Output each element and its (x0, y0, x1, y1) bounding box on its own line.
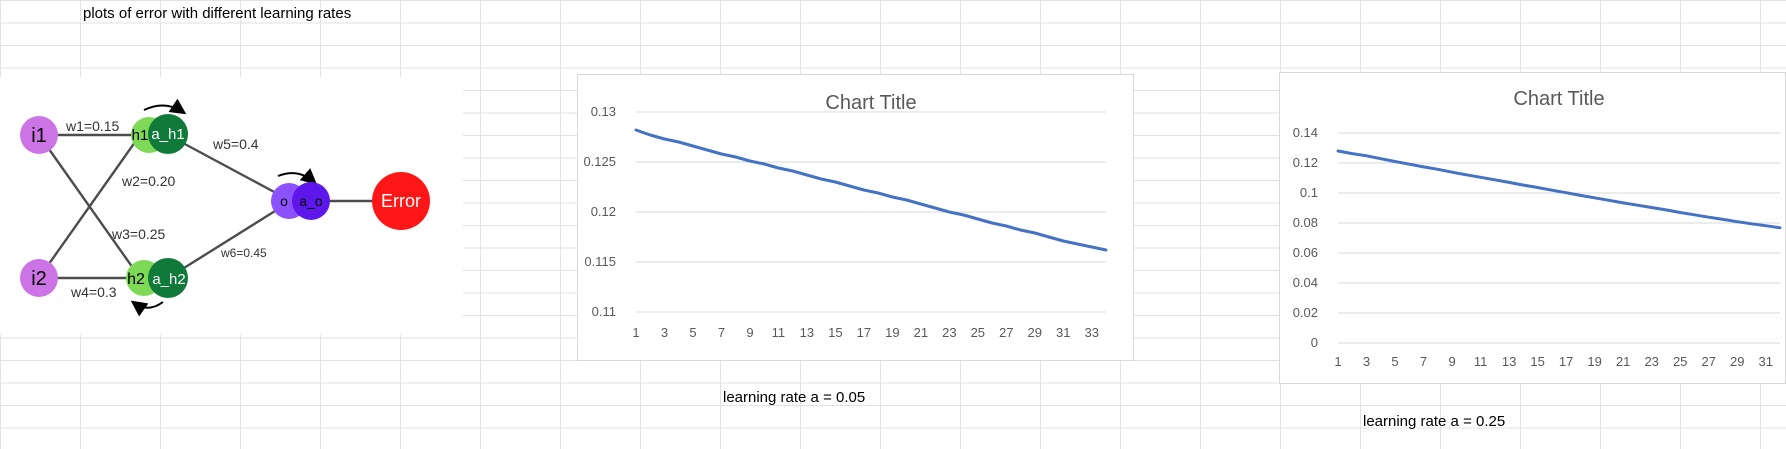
chart-1-title: Chart Title (825, 92, 916, 114)
weight-w1: w1=0.15 (65, 118, 120, 134)
chart-1-x-tick-label: 25 (971, 325, 985, 340)
chart-2-x-tick-label: 21 (1616, 354, 1630, 369)
chart-2-x-tick-label: 23 (1644, 354, 1658, 369)
label-a-h2: a_h2 (152, 271, 185, 288)
chart-2-x-tick-label: 15 (1530, 354, 1544, 369)
chart-2-series-line (1336, 149, 1782, 230)
chart-2-x-tick-label: 9 (1448, 354, 1455, 369)
chart-1-x-tick-label: 15 (828, 325, 842, 340)
chart-1-x-tick-label: 5 (689, 325, 696, 340)
chart-1-x-tick-label: 31 (1056, 325, 1070, 340)
chart-2-x-tick-label: 11 (1474, 354, 1488, 369)
weight-w3: w3=0.25 (111, 226, 166, 242)
chart-2-y-tick-label: 0.12 (1293, 155, 1318, 170)
chart-1-x-tick-label: 17 (857, 325, 871, 340)
h1-loop-arrow-icon (143, 98, 187, 115)
chart-2-y-tick-label: 0.08 (1293, 215, 1318, 230)
caption-learning-rate-005: learning rate a = 0.05 (723, 389, 866, 406)
edge-h2-o (167, 199, 292, 280)
chart-2-x-tick-label: 7 (1420, 354, 1427, 369)
label-o: o (280, 193, 288, 209)
chart-1-x-tick-label: 33 (1085, 325, 1099, 340)
node-a-h2 (148, 258, 188, 298)
node-a-o (292, 182, 330, 220)
node-i1 (20, 116, 58, 154)
chart-2-x-tick-label: 1 (1334, 354, 1341, 369)
chart-1-x-tick-label: 11 (772, 325, 786, 340)
chart-2: Chart Title 0 0.02 0.04 0.06 0.08 0.1 0.12 0.14 1… (1293, 88, 1782, 369)
chart-1-series-line (634, 128, 1108, 252)
chart-1-y-tick-label: 0.11 (592, 304, 616, 319)
chart-2-y-tick-label: 0 (1311, 335, 1318, 350)
chart-1-x-tick-label: 21 (914, 325, 928, 340)
chart-2-x-tick-label: 29 (1730, 354, 1744, 369)
h2-loop-arrow-icon (130, 300, 164, 317)
label-i1: i1 (31, 125, 47, 147)
chart-1-y-tick-label: 0.115 (584, 254, 616, 269)
node-i2 (20, 259, 58, 297)
label-a-h1: a_h1 (151, 126, 184, 143)
label-h1: h1 (132, 127, 149, 144)
label-i2: i2 (31, 268, 47, 290)
weight-w4: w4=0.3 (70, 284, 117, 300)
chart-2-panel[interactable]: Chart Title 0 0.02 0.04 0.06 0.08 0.1 0.12 0.14 1… (1279, 72, 1786, 384)
weight-w5: w5=0.4 (212, 136, 259, 152)
chart-2-x-tick-label: 13 (1502, 354, 1516, 369)
sheet-heading: plots of error with different learning r… (83, 5, 352, 22)
label-h2: h2 (127, 271, 145, 288)
chart-2-y-tick-label: 0.02 (1293, 305, 1318, 320)
chart-1-x-tick-label: 13 (800, 325, 814, 340)
chart-2-y-tick-label: 0.1 (1300, 185, 1318, 200)
chart-2-y-tick-label: 0.14 (1293, 125, 1318, 140)
edge-h1-o (167, 133, 292, 203)
chart-2-x-tick-label: 19 (1587, 354, 1601, 369)
network-diagram: i1 i2 h1 a_h1 h2 a_h2 o a_o Error w1=0.1… (20, 98, 430, 317)
chart-1-x-tick-label: 23 (942, 325, 956, 340)
label-a-o: a_o (299, 193, 323, 209)
chart-2-title: Chart Title (1513, 88, 1604, 110)
chart-1-x-tick-label: 19 (885, 325, 899, 340)
chart-2-x-tick-label: 3 (1363, 354, 1370, 369)
o-loop-arrow-icon (277, 168, 318, 185)
chart-1-panel[interactable]: Chart Title 0.11 0.115 0.12 0.125 0.13 1 3 5 7 9 11… (577, 74, 1134, 361)
chart-2-x-tick-label: 31 (1759, 354, 1773, 369)
chart-2-x-tick-label: 27 (1701, 354, 1715, 369)
chart-1-x-tick-label: 3 (661, 325, 668, 340)
edge-i2-h1 (38, 134, 141, 279)
chart-1-x-tick-label: 9 (746, 325, 753, 340)
node-error (372, 172, 430, 230)
chart-1-x-tick-label: 29 (1028, 325, 1042, 340)
chart-2-x-tick-label: 25 (1673, 354, 1687, 369)
weight-w2: w2=0.20 (121, 173, 176, 189)
node-a-h1 (148, 114, 188, 154)
chart-1-x-tick-label: 1 (632, 325, 639, 340)
chart-2-y-tick-label: 0.04 (1293, 275, 1318, 290)
chart-1-x-tick-label: 27 (999, 325, 1013, 340)
chart-1-y-tick-label: 0.13 (591, 104, 616, 119)
network-diagram-panel[interactable]: i1 i2 h1 a_h1 h2 a_h2 o a_o Error w1=0.1… (0, 77, 463, 335)
caption-learning-rate-025: learning rate a = 0.25 (1363, 413, 1506, 430)
label-error: Error (381, 191, 421, 211)
chart-1-x-tick-label: 7 (718, 325, 725, 340)
chart-1-y-tick-label: 0.125 (583, 154, 616, 169)
chart-2-x-tick-label: 17 (1559, 354, 1573, 369)
chart-1-y-tick-label: 0.12 (591, 204, 616, 219)
chart-2-y-tick-label: 0.06 (1293, 245, 1318, 260)
weight-w6: w6=0.45 (220, 246, 267, 260)
chart-2-x-tick-label: 5 (1391, 354, 1398, 369)
